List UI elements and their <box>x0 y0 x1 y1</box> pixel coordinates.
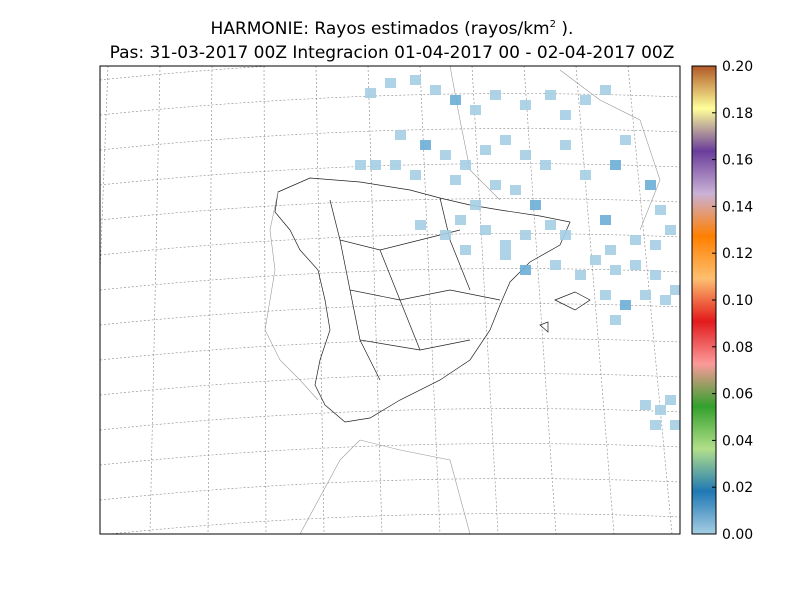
lightning-cell <box>560 140 571 150</box>
lightning-cell <box>650 240 661 250</box>
iberia-coast <box>274 177 571 423</box>
lightning-cell <box>530 200 541 210</box>
lightning-cell <box>365 88 376 98</box>
lightning-cell <box>460 160 471 170</box>
lightning-cell <box>420 140 431 150</box>
lightning-cell <box>665 395 676 405</box>
lightning-cell <box>440 230 451 240</box>
lightning-cell <box>470 105 481 115</box>
colorbar-tick-label: 0.12 <box>722 246 753 262</box>
lightning-cell <box>520 150 531 160</box>
lightning-cell <box>650 420 661 430</box>
lightning-cell <box>390 160 401 170</box>
title-end: ). <box>556 19 573 39</box>
lightning-cell <box>660 295 671 305</box>
lightning-cell <box>605 245 616 255</box>
lightning-cell <box>620 300 631 310</box>
lightning-cell <box>560 230 571 240</box>
lightning-cell <box>540 160 551 170</box>
lightning-cell <box>450 95 461 105</box>
lightning-cell <box>670 420 680 430</box>
lightning-cell <box>510 185 521 195</box>
colorbar-tick-label: 0.18 <box>722 106 753 122</box>
map <box>100 66 680 534</box>
lightning-cell <box>580 170 591 180</box>
lightning-cell <box>395 130 406 140</box>
lightning-cell <box>410 170 421 180</box>
title-sup: 2 <box>550 19 556 30</box>
lightning-cell <box>645 180 656 190</box>
lightning-cell <box>630 235 641 245</box>
graticule <box>100 66 680 534</box>
colorbar-tick-label: 0.02 <box>722 480 753 496</box>
lightning-cell <box>620 135 631 145</box>
lightning-cell <box>455 215 466 225</box>
lightning-cell <box>480 225 491 235</box>
lightning-cell <box>410 75 421 85</box>
lightning-cell <box>655 405 666 415</box>
colorbar-tick-label: 0.16 <box>722 153 753 169</box>
lightning-cell <box>655 205 666 215</box>
lightning-cell <box>470 200 481 210</box>
lightning-cell <box>640 400 651 410</box>
lightning-cell <box>415 220 426 230</box>
lightning-cell <box>430 85 441 95</box>
title: HARMONIE: Rayos estimados (rayos/km2 ). <box>211 19 574 39</box>
lightning-cell <box>460 245 471 255</box>
colorbar-tick-label: 0.00 <box>722 527 753 543</box>
lightning-cell <box>440 150 451 160</box>
colorbar-tick-label: 0.04 <box>722 433 753 449</box>
lightning-cell <box>665 225 676 235</box>
lightning-areas <box>355 75 680 430</box>
lightning-cell <box>590 255 601 265</box>
lightning-cell <box>630 260 641 270</box>
lightning-cell <box>640 290 651 300</box>
lightning-cell <box>355 160 366 170</box>
lightning-cell <box>600 85 611 95</box>
lightning-cell <box>610 315 621 325</box>
lightning-cell <box>545 90 556 100</box>
region-borders <box>329 197 591 381</box>
title-main: HARMONIE: Rayos estimados (rayos/km <box>211 19 550 39</box>
colorbar-tick-label: 0.10 <box>722 293 753 309</box>
colorbar-tick-label: 0.08 <box>722 340 753 356</box>
subtitle: Pas: 31-03-2017 00Z Integracion 01-04-20… <box>110 43 675 63</box>
lightning-cell <box>490 180 501 190</box>
lightning-cell <box>520 100 531 110</box>
lightning-cell <box>500 240 511 250</box>
lightning-cell <box>545 220 556 230</box>
lightning-cell <box>560 110 571 120</box>
colorbar-tick-label: 0.14 <box>722 199 753 215</box>
other-borders <box>264 66 661 534</box>
lightning-cell <box>385 78 396 88</box>
lightning-cell <box>550 260 561 270</box>
lightning-cell <box>600 290 611 300</box>
colorbar-tick-label: 0.20 <box>722 59 753 75</box>
lightning-cell <box>490 90 501 100</box>
lightning-cell <box>670 285 680 295</box>
lightning-cell <box>520 230 531 240</box>
lightning-cell <box>520 265 531 275</box>
lightning-cell <box>600 215 611 225</box>
lightning-cell <box>500 250 511 260</box>
lightning-cell <box>610 265 621 275</box>
lightning-cell <box>450 175 461 185</box>
map-frame <box>99 65 681 535</box>
colorbar-tick-label: 0.06 <box>722 387 753 403</box>
lightning-cell <box>610 160 621 170</box>
lightning-cell <box>370 160 381 170</box>
lightning-cell <box>575 270 586 280</box>
lightning-cell <box>500 135 511 145</box>
lightning-cell <box>650 270 661 280</box>
lightning-cell <box>580 95 591 105</box>
lightning-cell <box>480 145 491 155</box>
